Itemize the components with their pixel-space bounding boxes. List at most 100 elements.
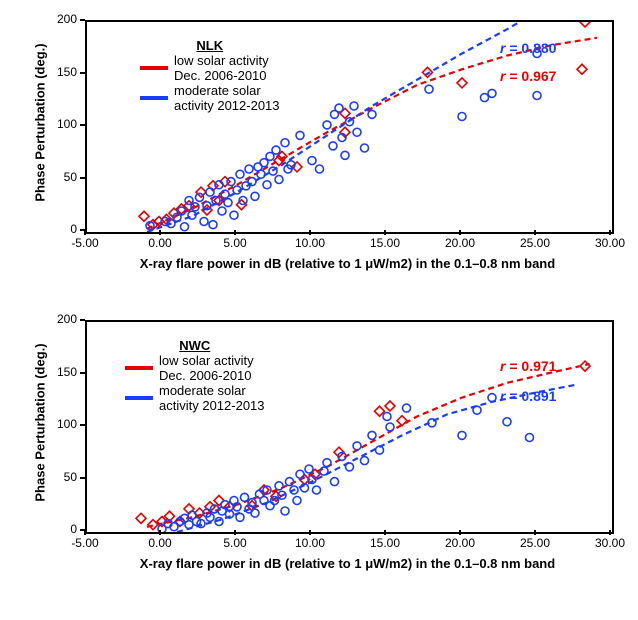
data-point xyxy=(403,404,411,412)
data-point xyxy=(340,108,350,118)
x-tick-label: 0.00 xyxy=(140,236,180,250)
data-point xyxy=(341,151,349,159)
data-point xyxy=(458,113,466,121)
x-tick xyxy=(534,530,536,535)
y-tick-label: 0 xyxy=(70,522,77,536)
legend-text: moderate solaractivity 2012-2013 xyxy=(174,83,280,113)
y-tick-label: 50 xyxy=(64,470,77,484)
x-tick xyxy=(234,230,236,235)
x-tick xyxy=(459,230,461,235)
data-point xyxy=(316,165,324,173)
data-point xyxy=(361,144,369,152)
y-tick xyxy=(80,177,85,179)
x-tick-label: 10.00 xyxy=(290,236,330,250)
data-point xyxy=(206,188,214,196)
data-point xyxy=(139,211,149,221)
data-point xyxy=(196,187,206,197)
legend-swatch xyxy=(125,366,153,370)
data-point xyxy=(218,207,226,215)
x-tick-label: 5.00 xyxy=(215,236,255,250)
y-tick-label: 150 xyxy=(57,365,77,379)
legend: NWClow solar activityDec. 2006-2010moder… xyxy=(125,338,265,413)
x-tick-label: 30.00 xyxy=(590,236,630,250)
data-point xyxy=(266,502,274,510)
data-point xyxy=(281,139,289,147)
data-point xyxy=(281,507,289,515)
data-point xyxy=(263,181,271,189)
data-point xyxy=(286,478,294,486)
data-point xyxy=(251,509,259,517)
y-tick xyxy=(80,19,85,21)
data-point xyxy=(425,85,433,93)
x-tick-label: 30.00 xyxy=(590,536,630,550)
x-tick xyxy=(159,530,161,535)
data-point xyxy=(275,482,283,490)
data-point xyxy=(323,459,331,467)
x-axis-label: X-ray flare power in dB (relative to 1 μ… xyxy=(85,256,610,271)
legend-text: moderate solaractivity 2012-2013 xyxy=(159,383,265,413)
data-point xyxy=(346,463,354,471)
data-point xyxy=(257,170,265,178)
x-tick xyxy=(384,230,386,235)
x-tick-label: 25.00 xyxy=(515,536,555,550)
data-point xyxy=(457,78,467,88)
data-point xyxy=(313,486,321,494)
x-tick-label: -5.00 xyxy=(65,236,105,250)
legend-item: moderate solaractivity 2012-2013 xyxy=(125,383,265,413)
data-point xyxy=(214,496,224,506)
legend-title: NLK xyxy=(140,38,280,53)
data-point xyxy=(503,418,511,426)
y-tick-label: 200 xyxy=(57,312,77,326)
chart-panel-nlk: Phase Perturbation (deg.)050100150200-5.… xyxy=(10,10,628,290)
data-point xyxy=(577,64,587,74)
data-point xyxy=(230,211,238,219)
data-point xyxy=(533,92,541,100)
data-point xyxy=(305,465,313,473)
y-tick-label: 100 xyxy=(57,117,77,131)
legend: NLKlow solar activityDec. 2006-2010moder… xyxy=(140,38,280,113)
data-point xyxy=(353,442,361,450)
chart-panel-nwc: Phase Perturbation (deg.)050100150200-5.… xyxy=(10,310,628,590)
correlation-annotation: r = 0.880 xyxy=(500,40,556,56)
data-point xyxy=(136,513,146,523)
data-point xyxy=(245,165,253,173)
data-point xyxy=(275,176,283,184)
legend-item: moderate solaractivity 2012-2013 xyxy=(140,83,280,113)
data-point xyxy=(181,223,189,231)
y-tick xyxy=(80,424,85,426)
x-tick-label: 15.00 xyxy=(365,536,405,550)
legend-title: NWC xyxy=(125,338,265,353)
data-point xyxy=(251,192,259,200)
x-tick-label: 20.00 xyxy=(440,536,480,550)
legend-text: low solar activityDec. 2006-2010 xyxy=(174,53,269,83)
x-tick-label: 20.00 xyxy=(440,236,480,250)
data-point xyxy=(335,104,343,112)
x-tick xyxy=(309,530,311,535)
data-point xyxy=(236,513,244,521)
data-point xyxy=(368,110,376,118)
data-point xyxy=(221,190,229,198)
y-tick-label: 100 xyxy=(57,417,77,431)
x-tick-label: -5.00 xyxy=(65,536,105,550)
data-point xyxy=(458,431,466,439)
data-point xyxy=(481,94,489,102)
data-point xyxy=(296,131,304,139)
data-point xyxy=(353,128,361,136)
x-tick xyxy=(234,530,236,535)
x-tick-label: 25.00 xyxy=(515,236,555,250)
x-tick-label: 10.00 xyxy=(290,536,330,550)
data-point xyxy=(368,431,376,439)
y-tick-label: 150 xyxy=(57,65,77,79)
x-tick xyxy=(84,530,86,535)
data-point xyxy=(580,22,590,27)
figure-root: Phase Perturbation (deg.) 0 50 100 150 200 -5.… xyxy=(10,10,628,590)
legend-swatch xyxy=(140,66,168,70)
correlation-annotation: r = 0.967 xyxy=(500,68,556,84)
legend-swatch xyxy=(125,396,153,400)
y-tick-label: 50 xyxy=(64,170,77,184)
data-point xyxy=(329,142,337,150)
data-point xyxy=(323,121,331,129)
legend-text: low solar activityDec. 2006-2010 xyxy=(159,353,254,383)
data-point xyxy=(350,102,358,110)
y-axis-label: Phase Perturbation (deg.) xyxy=(33,33,48,213)
